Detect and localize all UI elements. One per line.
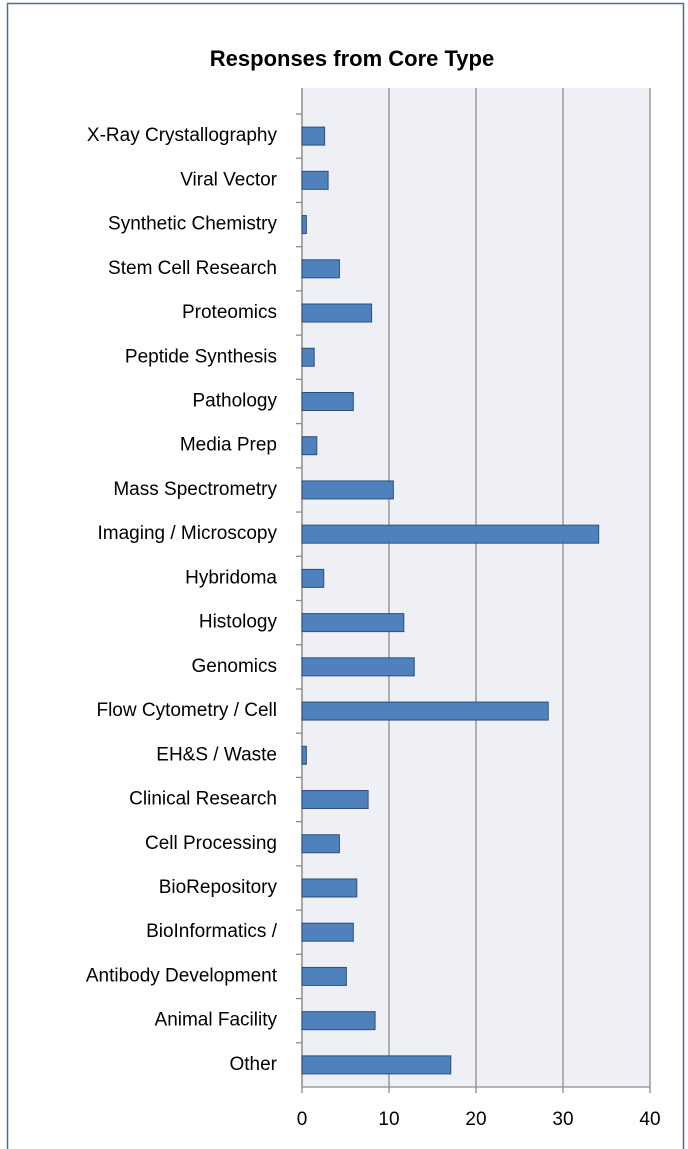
y-tick-label: EH&S / Waste xyxy=(156,744,277,765)
y-tick-label: X-Ray Crystallography xyxy=(87,125,278,146)
y-tick-label: Stem Cell Research xyxy=(108,258,277,279)
y-tick-label: Pathology xyxy=(192,390,277,411)
y-tick-label: Peptide Synthesis xyxy=(125,346,277,367)
y-tick-label: Synthetic Chemistry xyxy=(108,214,277,235)
y-tick-label: Viral Vector xyxy=(180,169,277,190)
bar xyxy=(301,613,405,633)
bar xyxy=(301,1011,376,1031)
chart-title: Responses from Core Type xyxy=(210,46,494,71)
y-tick-label: Genomics xyxy=(191,656,277,677)
y-tick-label: Antibody Development xyxy=(86,965,278,986)
y-tick-label: Hybridoma xyxy=(185,567,277,588)
bar xyxy=(301,126,326,146)
bar xyxy=(301,436,318,456)
bar xyxy=(301,834,340,854)
y-tick-label: Other xyxy=(229,1054,277,1075)
bar xyxy=(301,966,347,986)
y-tick-label: Media Prep xyxy=(180,435,277,456)
y-tick-label: BioInformatics / xyxy=(146,921,278,942)
bar xyxy=(301,524,600,544)
bar xyxy=(301,391,354,411)
bar xyxy=(301,790,369,810)
y-tick-label: Flow Cytometry / Cell xyxy=(96,700,277,721)
x-tick-label: 40 xyxy=(639,1109,660,1130)
bar xyxy=(301,1055,452,1075)
y-tick-label: Imaging / Microscopy xyxy=(97,523,277,544)
bar xyxy=(301,568,325,588)
x-tick-label: 30 xyxy=(552,1109,573,1130)
y-tick-label: BioRepository xyxy=(159,877,278,898)
bar xyxy=(301,657,415,677)
x-tick-label: 20 xyxy=(465,1109,486,1130)
y-tick-label: Clinical Research xyxy=(129,789,277,810)
bar xyxy=(301,878,358,898)
y-tick-label: Cell Processing xyxy=(145,833,277,854)
bar xyxy=(301,922,354,942)
y-tick-label: Mass Spectrometry xyxy=(113,479,277,500)
y-tick-label: Animal Facility xyxy=(155,1010,278,1031)
bar xyxy=(301,215,307,235)
bar xyxy=(301,745,307,765)
y-tick-label: Proteomics xyxy=(182,302,277,323)
bar xyxy=(301,259,340,279)
x-tick-label: 0 xyxy=(297,1109,308,1130)
bar xyxy=(301,170,329,190)
y-tick-label: Histology xyxy=(199,612,278,633)
bar xyxy=(301,480,394,500)
bar xyxy=(301,701,549,721)
x-tick-label: 10 xyxy=(378,1109,399,1130)
bar xyxy=(301,303,373,323)
bar xyxy=(301,347,315,367)
